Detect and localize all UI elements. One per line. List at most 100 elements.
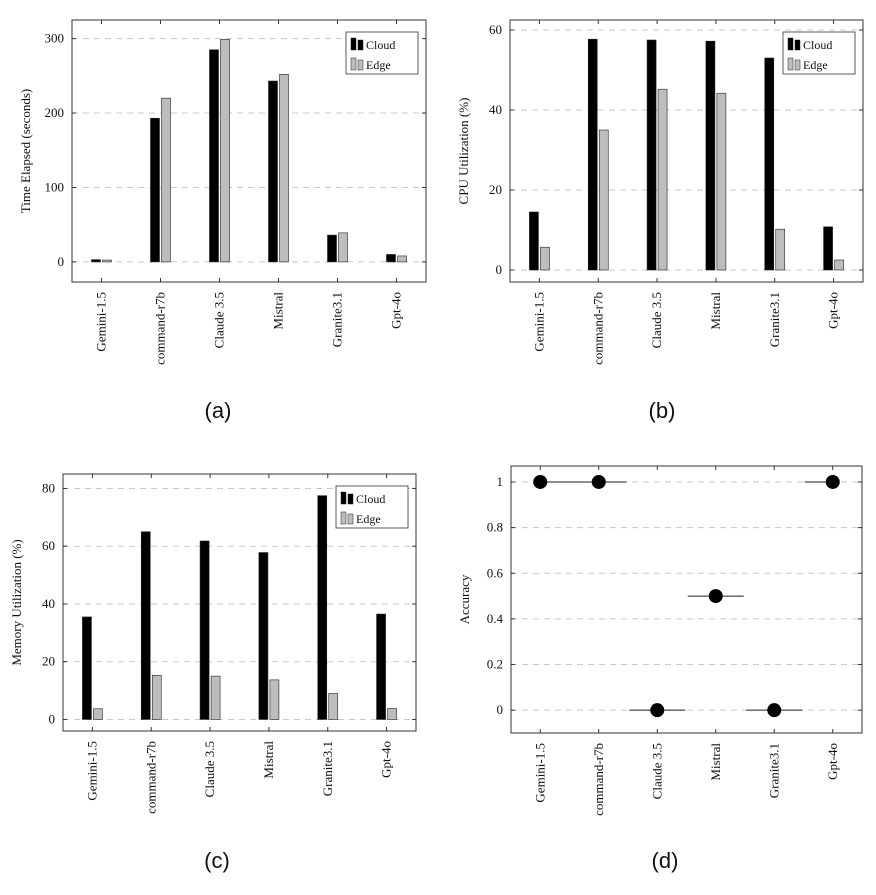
bar-edge-3 (279, 74, 289, 263)
panel-caption: (b) (649, 398, 676, 423)
bar-cloud-5 (386, 254, 396, 263)
legend-swatch-cloud (357, 39, 364, 51)
x-tick-label: Granite3.1 (330, 292, 345, 347)
chart-panel-d: 0 0.2 0.4 0.6 0.8 1 Gemini-1.5 command-r7b Claud… (457, 465, 863, 873)
x-tick-label: Mistral (708, 743, 723, 781)
bar-edge-1 (598, 129, 609, 271)
y-tick-label: 0.2 (487, 657, 503, 672)
y-tick-label: 60 (42, 538, 55, 553)
bar-edge-5 (387, 708, 397, 720)
y-axis-label: Accuracy (457, 574, 472, 624)
bar-cloud-4 (764, 57, 775, 271)
x-tick-label: Gemini-1.5 (532, 743, 547, 803)
plot-frame (71, 19, 427, 283)
bar-cloud-2 (209, 49, 219, 263)
legend-label-cloud: Cloud (803, 38, 832, 52)
legend-swatch-edge (340, 511, 347, 525)
bar-edge-5 (834, 259, 844, 271)
x-tick-label: Claude 3.5 (649, 292, 664, 348)
legend-label-edge: Edge (803, 58, 828, 72)
panel-caption: (c) (204, 848, 230, 873)
bar-cloud-0 (82, 616, 92, 720)
y-tick-label: 300 (45, 31, 65, 46)
x-tick-label: Granite3.1 (320, 741, 335, 796)
point-5 (825, 474, 840, 489)
point-2 (650, 703, 665, 718)
x-tick-label: Claude 3.5 (202, 741, 217, 797)
point-0 (533, 474, 548, 489)
x-tick-label: command-r7b (143, 741, 158, 814)
x-tick-label: Claude 3.5 (212, 292, 227, 348)
legend-swatch-edge (347, 513, 354, 525)
bar-edge-0 (540, 246, 550, 271)
x-tick-label: Gemini-1.5 (531, 292, 546, 352)
x-tick-label: Gemini-1.5 (94, 292, 109, 352)
plot-frame (62, 473, 417, 732)
bar-cloud-1 (587, 38, 598, 271)
chart-panel-b: Cloud Edge 0 20 40 60 Gemini-1.5 command-r7b Cla… (456, 19, 864, 423)
bar-cloud-5 (823, 226, 833, 271)
bar-edge-1 (161, 97, 171, 263)
bar-edge-3 (716, 92, 727, 271)
legend-label-cloud: Cloud (356, 492, 385, 506)
x-tick-label: command-r7b (590, 292, 605, 365)
y-tick-label: 60 (489, 22, 502, 37)
y-tick-label: 200 (45, 105, 65, 120)
y-tick-label: 0 (497, 702, 504, 717)
bar-edge-4 (328, 693, 339, 720)
bar-edge-0 (102, 259, 112, 263)
legend-label-cloud: Cloud (366, 38, 395, 52)
y-tick-label: 0 (58, 254, 65, 269)
legend-label-edge: Edge (356, 512, 381, 526)
bar-cloud-3 (705, 40, 716, 271)
point-1 (591, 474, 606, 489)
x-tick-label: Granite3.1 (766, 743, 781, 798)
bar-cloud-4 (327, 234, 337, 263)
legend-swatch-cloud (794, 39, 801, 51)
bar-edge-3 (269, 679, 280, 720)
bar-edge-0 (93, 708, 103, 720)
legend-swatch-cloud (340, 491, 347, 505)
x-tick-label: command-r7b (591, 743, 606, 816)
chart-panel-c: Cloud Edge 0 20 40 60 80 Gemini-1.5 command-r7b C… (9, 473, 417, 873)
panel-caption: (d) (652, 848, 679, 873)
x-tick-label: Gpt-4o (379, 741, 394, 778)
bar-cloud-0 (529, 211, 539, 271)
bar-edge-4 (775, 228, 786, 271)
bar-cloud-4 (317, 495, 328, 720)
bar-edge-2 (657, 88, 668, 271)
y-tick-label: 1 (497, 474, 504, 489)
x-tick-label: Granite3.1 (767, 292, 782, 347)
y-tick-label: 0.8 (487, 520, 503, 535)
x-tick-label: Gpt-4o (389, 292, 404, 329)
bar-edge-2 (210, 675, 221, 720)
x-tick-label: Gemini-1.5 (84, 741, 99, 801)
bar-cloud-1 (140, 531, 151, 720)
y-axis-label: Memory Utilization (%) (9, 539, 24, 665)
y-tick-label: 20 (42, 654, 55, 669)
point-3 (708, 589, 723, 604)
bar-edge-2 (220, 39, 230, 263)
x-tick-label: Mistral (261, 741, 276, 779)
x-tick-label: Gpt-4o (825, 743, 840, 780)
y-axis-label: Time Elapsed (seconds) (18, 89, 33, 213)
y-tick-label: 20 (489, 182, 502, 197)
legend-swatch-cloud (350, 37, 357, 51)
legend-swatch-edge (787, 57, 794, 71)
legend-swatch-cloud (787, 37, 794, 51)
y-tick-label: 100 (45, 179, 65, 194)
y-tick-label: 80 (42, 480, 55, 495)
x-tick-label: Mistral (708, 292, 723, 330)
x-tick-label: Mistral (271, 292, 286, 330)
bar-edge-1 (151, 674, 162, 720)
plot-frame (510, 465, 863, 734)
plot-frame (509, 19, 864, 283)
y-tick-label: 40 (489, 102, 502, 117)
bar-cloud-0 (91, 259, 101, 263)
y-tick-label: 0 (49, 711, 56, 726)
legend-swatch-edge (350, 57, 357, 71)
bar-cloud-3 (268, 80, 278, 263)
bar-cloud-5 (376, 613, 386, 720)
y-tick-label: 0.6 (487, 565, 504, 580)
